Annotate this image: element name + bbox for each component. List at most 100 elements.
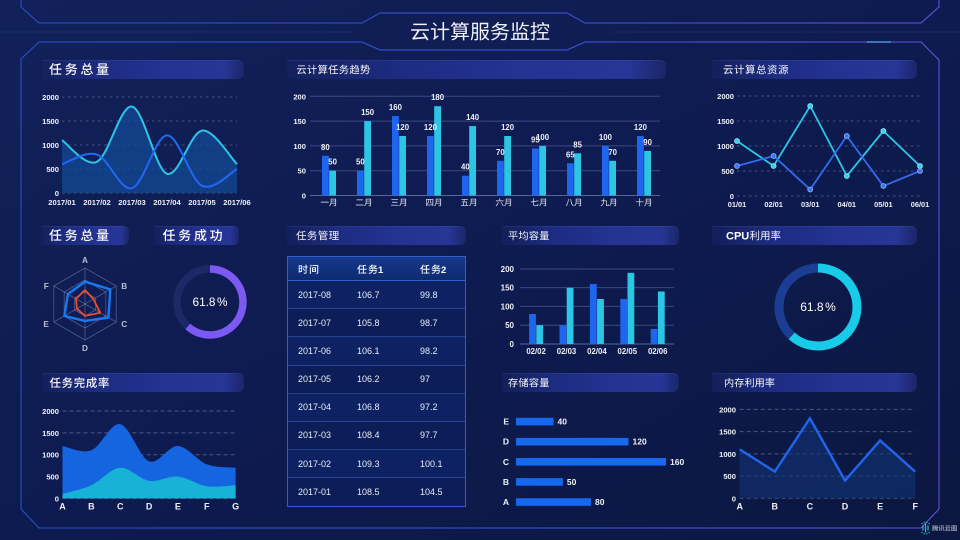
svg-text:02/05: 02/05 <box>618 347 638 356</box>
svg-text:0: 0 <box>510 340 515 349</box>
svg-text:CPU: CPU <box>726 230 749 242</box>
svg-text:05/01: 05/01 <box>874 200 893 209</box>
svg-text:02/03: 02/03 <box>557 347 577 356</box>
svg-text:500: 500 <box>723 472 736 481</box>
svg-text:E: E <box>877 502 883 512</box>
svg-text:0: 0 <box>55 189 59 198</box>
svg-text:61.8%: 61.8% <box>800 300 836 314</box>
svg-text:500: 500 <box>721 167 734 176</box>
svg-text:150: 150 <box>501 284 515 293</box>
svg-text:200: 200 <box>293 92 306 101</box>
svg-text:02/02: 02/02 <box>526 347 546 356</box>
svg-text:50: 50 <box>567 477 577 487</box>
svg-text:100: 100 <box>501 302 515 311</box>
svg-text:D: D <box>503 437 509 447</box>
svg-text:D: D <box>82 344 88 353</box>
svg-text:85: 85 <box>573 140 582 149</box>
svg-text:2017/03: 2017/03 <box>118 198 145 207</box>
svg-text:02/01: 02/01 <box>764 200 783 209</box>
svg-text:2017/01: 2017/01 <box>48 198 76 207</box>
svg-text:1000: 1000 <box>717 142 734 151</box>
svg-text:B: B <box>121 282 127 291</box>
svg-text:A: A <box>59 502 66 512</box>
svg-text:A: A <box>503 497 509 507</box>
svg-text:2: 2 <box>441 265 446 276</box>
svg-text:06/01: 06/01 <box>911 200 930 209</box>
svg-text:0: 0 <box>732 494 736 503</box>
svg-text:C: C <box>117 502 124 512</box>
svg-text:1: 1 <box>378 265 384 276</box>
svg-text:120: 120 <box>633 437 647 447</box>
svg-text:40: 40 <box>558 417 568 427</box>
svg-text:70: 70 <box>496 148 505 157</box>
svg-text:2017/05: 2017/05 <box>188 198 216 207</box>
svg-text:80: 80 <box>321 143 330 152</box>
svg-text:04/01: 04/01 <box>838 200 857 209</box>
svg-text:160: 160 <box>389 103 403 112</box>
svg-text:40: 40 <box>461 163 470 172</box>
svg-text:120: 120 <box>396 123 410 132</box>
svg-text:F: F <box>204 502 210 512</box>
svg-text:D: D <box>146 502 153 512</box>
svg-text:F: F <box>44 282 49 291</box>
svg-text:D: D <box>842 502 849 512</box>
svg-text:1500: 1500 <box>719 428 736 437</box>
svg-text:A: A <box>82 256 88 265</box>
svg-text:50: 50 <box>505 321 514 330</box>
svg-text:B: B <box>772 502 779 512</box>
svg-text:160: 160 <box>670 457 684 467</box>
svg-text:1000: 1000 <box>42 451 59 460</box>
svg-text:120: 120 <box>424 123 438 132</box>
svg-text:2017/02: 2017/02 <box>83 198 110 207</box>
svg-text:180: 180 <box>431 93 445 102</box>
svg-text:90: 90 <box>643 138 652 147</box>
svg-text:2000: 2000 <box>42 93 59 102</box>
svg-text:2000: 2000 <box>42 407 59 416</box>
svg-text:0: 0 <box>55 494 59 503</box>
svg-text:150: 150 <box>293 117 306 126</box>
svg-text:01/01: 01/01 <box>728 200 747 209</box>
svg-text:E: E <box>503 417 509 427</box>
svg-text:C: C <box>503 457 509 467</box>
svg-text:140: 140 <box>466 113 480 122</box>
svg-text:50: 50 <box>356 158 365 167</box>
svg-text:80: 80 <box>595 497 605 507</box>
svg-text:A: A <box>736 502 743 512</box>
svg-text:02/06: 02/06 <box>648 347 668 356</box>
svg-text:1500: 1500 <box>717 117 734 126</box>
svg-text:61.8%: 61.8% <box>193 295 228 309</box>
svg-text:03/01: 03/01 <box>801 200 820 209</box>
svg-text:2000: 2000 <box>719 405 736 414</box>
svg-text:F: F <box>912 502 918 512</box>
svg-text:1500: 1500 <box>42 429 59 438</box>
svg-text:E: E <box>43 320 49 329</box>
svg-text:E: E <box>175 502 181 512</box>
svg-text:2017/04: 2017/04 <box>153 198 181 207</box>
svg-text:200: 200 <box>501 265 515 274</box>
svg-text:120: 120 <box>501 123 515 132</box>
svg-text:150: 150 <box>361 108 375 117</box>
svg-text:0: 0 <box>302 192 306 201</box>
svg-text:1000: 1000 <box>719 450 736 459</box>
svg-text:02/04: 02/04 <box>587 347 607 356</box>
svg-text:95: 95 <box>531 135 540 144</box>
svg-text:B: B <box>88 502 95 512</box>
svg-text:G: G <box>232 502 239 512</box>
svg-text:65: 65 <box>566 150 575 159</box>
svg-text:50: 50 <box>328 158 337 167</box>
svg-text:50: 50 <box>298 167 306 176</box>
svg-text:100: 100 <box>536 133 550 142</box>
svg-text:1500: 1500 <box>42 117 59 126</box>
svg-text:0: 0 <box>730 192 734 201</box>
svg-text:2017/06: 2017/06 <box>223 198 250 207</box>
svg-text:1000: 1000 <box>42 141 59 150</box>
svg-text:C: C <box>807 502 814 512</box>
svg-text:100: 100 <box>293 142 306 151</box>
svg-text:500: 500 <box>46 165 59 174</box>
svg-text:120: 120 <box>634 123 648 132</box>
svg-text:500: 500 <box>46 473 59 482</box>
svg-text:2000: 2000 <box>717 92 734 101</box>
svg-text:B: B <box>503 477 509 487</box>
svg-text:100: 100 <box>599 133 613 142</box>
svg-text:70: 70 <box>608 148 617 157</box>
